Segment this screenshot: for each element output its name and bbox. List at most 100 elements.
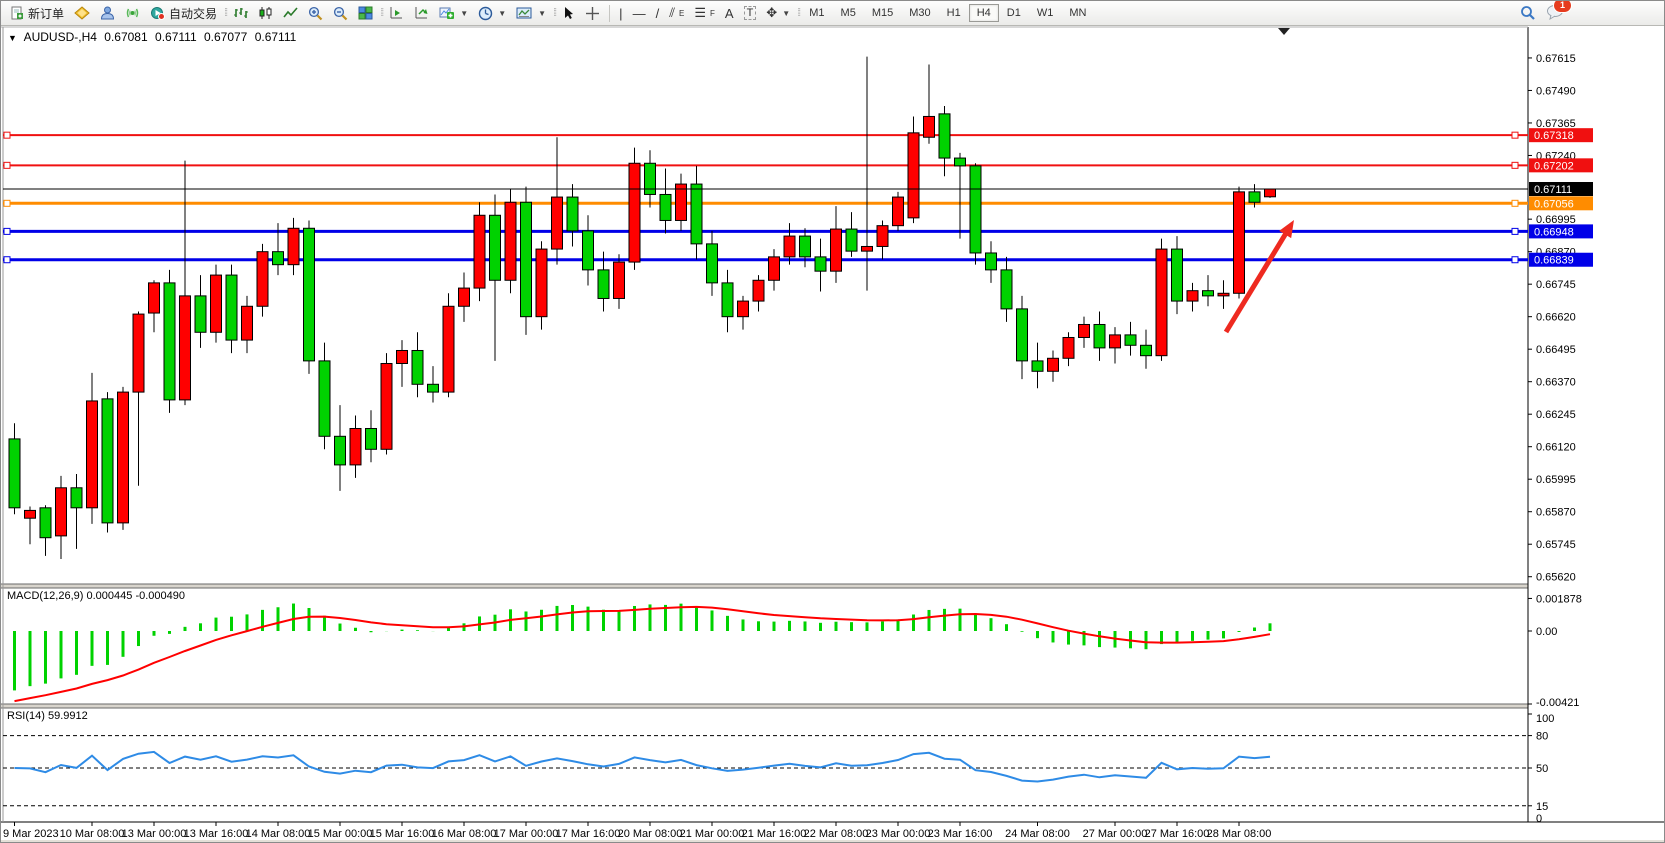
svg-text:0.65620: 0.65620 (1536, 572, 1576, 584)
bar-chart-button[interactable] (228, 4, 253, 22)
zoom-in-button[interactable] (303, 4, 328, 23)
accounts-button[interactable] (95, 4, 120, 22)
chart-shift-button[interactable] (384, 4, 409, 22)
vline-tool-button[interactable]: | (614, 4, 627, 23)
line-handle[interactable] (1511, 131, 1519, 139)
line-handle[interactable] (1511, 161, 1519, 169)
line-handle[interactable] (1511, 227, 1519, 235)
svg-text:0.001878: 0.001878 (1536, 593, 1582, 605)
line-handle[interactable] (3, 227, 11, 235)
person-icon (100, 6, 115, 20)
line-handle[interactable] (3, 161, 11, 169)
tf-w1-button[interactable]: W1 (1036, 7, 1054, 19)
line-handle[interactable] (3, 131, 11, 139)
auto-scroll-button[interactable] (409, 4, 434, 22)
new-order-button[interactable]: 新订单 (5, 3, 69, 24)
chart-title-bar: ▼ AUDUSD-,H4 0.67081 0.67111 0.67077 0.6… (8, 30, 300, 44)
svg-text:-0.00421: -0.00421 (1536, 697, 1579, 709)
fibonacci-tool-button[interactable]: ☰ F (694, 5, 715, 20)
trend-arrow[interactable] (1223, 229, 1290, 334)
price-tag: 0.67202 (1529, 158, 1593, 173)
trendline-icon: / (655, 5, 660, 21)
auto-trading-icon (150, 6, 166, 20)
tile-windows-button[interactable] (353, 4, 378, 22)
svg-text:0.66495: 0.66495 (1536, 344, 1576, 356)
channel-icon: ⫽ (669, 5, 675, 20)
vertical-line-icon: | (619, 5, 623, 21)
gold-diamond-icon (74, 6, 90, 20)
collapse-triangle-icon[interactable]: ▼ (8, 33, 17, 43)
tf-m30-button[interactable]: M30 (909, 7, 931, 19)
open-value: 0.67081 (104, 30, 148, 44)
signals-button[interactable] (120, 4, 145, 22)
trendline-tool-button[interactable]: / (651, 4, 665, 23)
symbol-label: AUDUSD-,H4 (23, 30, 97, 44)
text-tool-button[interactable]: A (720, 4, 739, 23)
tf-m15-button[interactable]: M15 (871, 7, 894, 19)
market-watch-button[interactable] (69, 4, 95, 22)
macd-panel: 0.001878 0.00 -0.00421 (13, 593, 1582, 709)
label-icon: T (743, 6, 757, 20)
svg-text:0.67056: 0.67056 (1534, 198, 1574, 210)
time-tick-label: 14 Mar 08:00 (246, 828, 311, 840)
svg-text:0.66745: 0.66745 (1536, 279, 1576, 291)
channel-tool-button[interactable]: ⫽ E (669, 5, 685, 20)
time-tick-label: 9 Mar 2023 (3, 828, 59, 840)
svg-text:0.65995: 0.65995 (1536, 474, 1576, 486)
dropdown-caret: ▼ (782, 8, 791, 18)
auto-trading-button[interactable]: 自动交易 (145, 3, 222, 24)
time-tick-label: 27 Mar 00:00 (1083, 828, 1148, 840)
search-icon[interactable] (1520, 5, 1536, 21)
candle-chart-button[interactable] (253, 4, 278, 22)
trend-arrow-head[interactable] (1279, 220, 1294, 239)
crosshair-tool-button[interactable] (580, 4, 605, 23)
template-button[interactable]: ▼ (511, 4, 551, 22)
horizontal-line-icon: — (632, 5, 646, 21)
line-handle[interactable] (1511, 256, 1519, 264)
tf-d1-button[interactable]: D1 (1006, 7, 1021, 19)
price-tag: 0.67111 (1529, 182, 1593, 197)
dropdown-caret: ▼ (498, 8, 507, 18)
hline-tool-button[interactable]: — (628, 4, 651, 23)
macd-label: MACD(12,26,9) 0.000445 -0.000490 (7, 590, 185, 602)
zoom-out-icon (333, 6, 348, 21)
chart-shift-icon (389, 6, 404, 20)
notification-badge: 1 (1553, 1, 1572, 13)
svg-text:0.66948: 0.66948 (1534, 226, 1574, 238)
candle-chart-icon (258, 6, 273, 20)
notifications-button[interactable]: 1 (1546, 1, 1572, 23)
svg-text:50: 50 (1536, 763, 1548, 775)
svg-text:0.66245: 0.66245 (1536, 409, 1576, 421)
period-button[interactable]: ▼ (473, 4, 511, 23)
clock-icon (478, 6, 493, 21)
line-handle[interactable] (1511, 199, 1519, 207)
tf-h4-button[interactable]: H4 (968, 4, 999, 22)
rsi-panel: 100 80 50 150 (3, 713, 1554, 825)
time-tick-label: 22 Mar 08:00 (804, 828, 869, 840)
svg-text:0.65745: 0.65745 (1536, 539, 1576, 551)
line-handle[interactable] (3, 256, 11, 264)
svg-text:0.67490: 0.67490 (1536, 85, 1576, 97)
tf-m5-button[interactable]: M5 (840, 7, 856, 19)
time-tick-label: 21 Mar 16:00 (742, 828, 807, 840)
tf-h1-button[interactable]: H1 (946, 7, 961, 19)
cursor-tool-button[interactable] (557, 4, 580, 22)
arrows-tool-button[interactable]: ✥ ▼ (761, 3, 795, 23)
add-indicator-button[interactable]: ▼ (434, 4, 473, 22)
main-toolbar: 新订单 自动交易 ⁞⁞ ⁞⁞ (1, 1, 1664, 26)
tf-mn-button[interactable]: MN (1069, 7, 1087, 19)
line-handle[interactable] (3, 199, 11, 207)
tf-m1-button[interactable]: M1 (809, 7, 825, 19)
svg-text:0.67365: 0.67365 (1536, 118, 1576, 130)
high-value: 0.67111 (155, 30, 197, 44)
dropdown-caret: ▼ (538, 8, 547, 18)
rsi-line (14, 750, 1271, 783)
crosshair-icon (585, 6, 600, 21)
line-chart-button[interactable] (278, 4, 303, 22)
label-tool-button[interactable]: T (739, 4, 762, 22)
chart-shift-marker[interactable] (1278, 28, 1290, 35)
zoom-out-button[interactable] (328, 4, 353, 23)
svg-text:0.66839: 0.66839 (1534, 255, 1574, 267)
